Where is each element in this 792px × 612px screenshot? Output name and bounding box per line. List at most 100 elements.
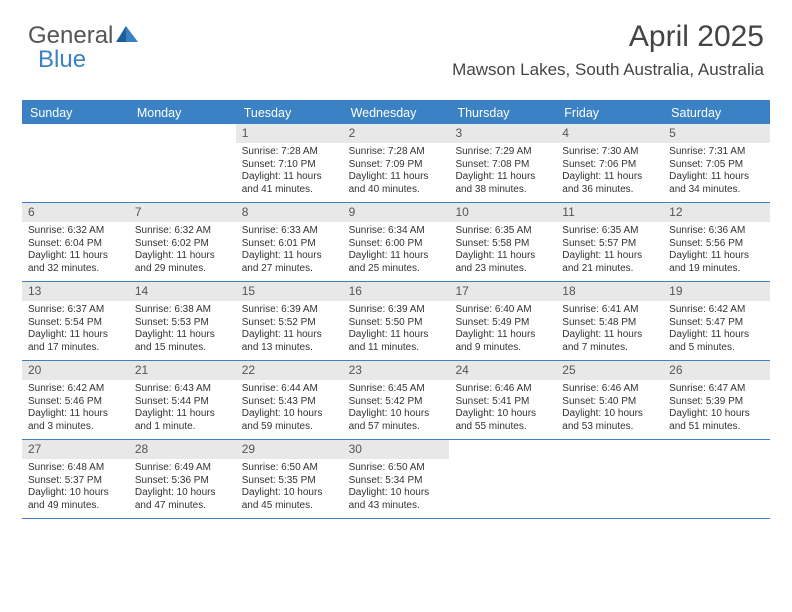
day-details: Sunrise: 6:50 AMSunset: 5:35 PMDaylight:… bbox=[236, 459, 343, 516]
calendar-day-cell: 21Sunrise: 6:43 AMSunset: 5:44 PMDayligh… bbox=[129, 361, 236, 439]
sunset-line: Sunset: 5:49 PM bbox=[455, 317, 550, 330]
daylight-line: Daylight: 11 hours and 32 minutes. bbox=[28, 250, 123, 275]
sunrise-line: Sunrise: 6:39 AM bbox=[349, 304, 444, 317]
daylight-line: Daylight: 11 hours and 25 minutes. bbox=[349, 250, 444, 275]
day-details: Sunrise: 6:50 AMSunset: 5:34 PMDaylight:… bbox=[343, 459, 450, 516]
calendar-day-cell: 17Sunrise: 6:40 AMSunset: 5:49 PMDayligh… bbox=[449, 282, 556, 360]
calendar-empty-cell: . bbox=[129, 124, 236, 202]
calendar-header-cell: Monday bbox=[129, 102, 236, 124]
daylight-line: Daylight: 10 hours and 59 minutes. bbox=[242, 408, 337, 433]
calendar-empty-cell: . bbox=[22, 124, 129, 202]
sunrise-line: Sunrise: 6:33 AM bbox=[242, 225, 337, 238]
calendar-day-cell: 14Sunrise: 6:38 AMSunset: 5:53 PMDayligh… bbox=[129, 282, 236, 360]
calendar-row: 13Sunrise: 6:37 AMSunset: 5:54 PMDayligh… bbox=[22, 282, 770, 361]
day-details: Sunrise: 6:37 AMSunset: 5:54 PMDaylight:… bbox=[22, 301, 129, 358]
sunset-line: Sunset: 5:52 PM bbox=[242, 317, 337, 330]
day-number: 2 bbox=[343, 124, 450, 143]
sunset-line: Sunset: 5:44 PM bbox=[135, 396, 230, 409]
page-title: April 2025 bbox=[629, 20, 764, 54]
sunrise-line: Sunrise: 6:35 AM bbox=[562, 225, 657, 238]
sunset-line: Sunset: 5:34 PM bbox=[349, 475, 444, 488]
calendar-day-cell: 27Sunrise: 6:48 AMSunset: 5:37 PMDayligh… bbox=[22, 440, 129, 518]
sunrise-line: Sunrise: 6:47 AM bbox=[669, 383, 764, 396]
sunrise-line: Sunrise: 6:38 AM bbox=[135, 304, 230, 317]
calendar-day-cell: 3Sunrise: 7:29 AMSunset: 7:08 PMDaylight… bbox=[449, 124, 556, 202]
sunset-line: Sunset: 5:58 PM bbox=[455, 238, 550, 251]
day-number: 17 bbox=[449, 282, 556, 301]
calendar-header-cell: Saturday bbox=[663, 102, 770, 124]
day-number: 3 bbox=[449, 124, 556, 143]
day-details: Sunrise: 7:28 AMSunset: 7:09 PMDaylight:… bbox=[343, 143, 450, 200]
sunset-line: Sunset: 6:00 PM bbox=[349, 238, 444, 251]
calendar-day-cell: 10Sunrise: 6:35 AMSunset: 5:58 PMDayligh… bbox=[449, 203, 556, 281]
page-header: General Blue April 2025 Mawson Lakes, So… bbox=[0, 0, 792, 92]
daylight-line: Daylight: 10 hours and 53 minutes. bbox=[562, 408, 657, 433]
day-number: 13 bbox=[22, 282, 129, 301]
day-details: Sunrise: 7:30 AMSunset: 7:06 PMDaylight:… bbox=[556, 143, 663, 200]
day-number: 16 bbox=[343, 282, 450, 301]
day-details: Sunrise: 6:43 AMSunset: 5:44 PMDaylight:… bbox=[129, 380, 236, 437]
daylight-line: Daylight: 10 hours and 45 minutes. bbox=[242, 487, 337, 512]
sunrise-line: Sunrise: 6:42 AM bbox=[669, 304, 764, 317]
day-number: 11 bbox=[556, 203, 663, 222]
day-number: 1 bbox=[236, 124, 343, 143]
daylight-line: Daylight: 11 hours and 13 minutes. bbox=[242, 329, 337, 354]
day-number: 8 bbox=[236, 203, 343, 222]
calendar-row: ..1Sunrise: 7:28 AMSunset: 7:10 PMDaylig… bbox=[22, 124, 770, 203]
day-details: Sunrise: 6:36 AMSunset: 5:56 PMDaylight:… bbox=[663, 222, 770, 279]
calendar-header-cell: Friday bbox=[556, 102, 663, 124]
sunrise-line: Sunrise: 6:36 AM bbox=[669, 225, 764, 238]
sunset-line: Sunset: 5:43 PM bbox=[242, 396, 337, 409]
calendar-day-cell: 5Sunrise: 7:31 AMSunset: 7:05 PMDaylight… bbox=[663, 124, 770, 202]
day-details: Sunrise: 6:32 AMSunset: 6:04 PMDaylight:… bbox=[22, 222, 129, 279]
calendar-row: 6Sunrise: 6:32 AMSunset: 6:04 PMDaylight… bbox=[22, 203, 770, 282]
calendar-day-cell: 18Sunrise: 6:41 AMSunset: 5:48 PMDayligh… bbox=[556, 282, 663, 360]
day-details: Sunrise: 6:35 AMSunset: 5:57 PMDaylight:… bbox=[556, 222, 663, 279]
day-details: Sunrise: 6:33 AMSunset: 6:01 PMDaylight:… bbox=[236, 222, 343, 279]
daylight-line: Daylight: 10 hours and 51 minutes. bbox=[669, 408, 764, 433]
sunset-line: Sunset: 5:36 PM bbox=[135, 475, 230, 488]
sunrise-line: Sunrise: 6:40 AM bbox=[455, 304, 550, 317]
day-number: 15 bbox=[236, 282, 343, 301]
day-number: 30 bbox=[343, 440, 450, 459]
calendar-day-cell: 8Sunrise: 6:33 AMSunset: 6:01 PMDaylight… bbox=[236, 203, 343, 281]
sunset-line: Sunset: 5:39 PM bbox=[669, 396, 764, 409]
sunset-line: Sunset: 7:08 PM bbox=[455, 159, 550, 172]
calendar-day-cell: 22 Sunrise: 6:44 AMSunset: 5:43 PMDayligh… bbox=[236, 361, 343, 439]
daylight-line: Daylight: 10 hours and 43 minutes. bbox=[349, 487, 444, 512]
day-details: Sunrise: 6:42 AMSunset: 5:46 PMDaylight:… bbox=[22, 380, 129, 437]
calendar-day-cell: 2Sunrise: 7:28 AMSunset: 7:09 PMDaylight… bbox=[343, 124, 450, 202]
daylight-line: Daylight: 11 hours and 34 minutes. bbox=[669, 171, 764, 196]
calendar-header-cell: Sunday bbox=[22, 102, 129, 124]
daylight-line: Daylight: 11 hours and 15 minutes. bbox=[135, 329, 230, 354]
daylight-line: Daylight: 10 hours and 47 minutes. bbox=[135, 487, 230, 512]
day-number: 29 bbox=[236, 440, 343, 459]
day-details: Sunrise: 6:49 AMSunset: 5:36 PMDaylight:… bbox=[129, 459, 236, 516]
sunrise-line: Sunrise: 6:44 AM bbox=[242, 383, 337, 396]
day-number: 19 bbox=[663, 282, 770, 301]
daylight-line: Daylight: 11 hours and 21 minutes. bbox=[562, 250, 657, 275]
daylight-line: Daylight: 11 hours and 38 minutes. bbox=[455, 171, 550, 196]
page-subtitle: Mawson Lakes, South Australia, Australia bbox=[452, 60, 764, 80]
sunset-line: Sunset: 5:35 PM bbox=[242, 475, 337, 488]
day-number: 6 bbox=[22, 203, 129, 222]
calendar-day-cell: 7Sunrise: 6:32 AMSunset: 6:02 PMDaylight… bbox=[129, 203, 236, 281]
calendar-day-cell: 20Sunrise: 6:42 AMSunset: 5:46 PMDayligh… bbox=[22, 361, 129, 439]
sunrise-line: Sunrise: 6:37 AM bbox=[28, 304, 123, 317]
day-number: 7 bbox=[129, 203, 236, 222]
sunrise-line: Sunrise: 6:46 AM bbox=[455, 383, 550, 396]
day-number: 20 bbox=[22, 361, 129, 380]
sunrise-line: Sunrise: 6:32 AM bbox=[135, 225, 230, 238]
sunset-line: Sunset: 5:37 PM bbox=[28, 475, 123, 488]
sunset-line: Sunset: 5:56 PM bbox=[669, 238, 764, 251]
day-number: 25 bbox=[556, 361, 663, 380]
day-number: 22 bbox=[236, 361, 343, 380]
day-details: Sunrise: 6:42 AMSunset: 5:47 PMDaylight:… bbox=[663, 301, 770, 358]
calendar-day-cell: 28Sunrise: 6:49 AMSunset: 5:36 PMDayligh… bbox=[129, 440, 236, 518]
sunset-line: Sunset: 5:41 PM bbox=[455, 396, 550, 409]
day-details: Sunrise: 6:39 AMSunset: 5:50 PMDaylight:… bbox=[343, 301, 450, 358]
day-number: 26 bbox=[663, 361, 770, 380]
calendar-row: 27Sunrise: 6:48 AMSunset: 5:37 PMDayligh… bbox=[22, 440, 770, 519]
day-details: Sunrise: 6:39 AMSunset: 5:52 PMDaylight:… bbox=[236, 301, 343, 358]
day-details: Sunrise: 6:46 AMSunset: 5:41 PMDaylight:… bbox=[449, 380, 556, 437]
